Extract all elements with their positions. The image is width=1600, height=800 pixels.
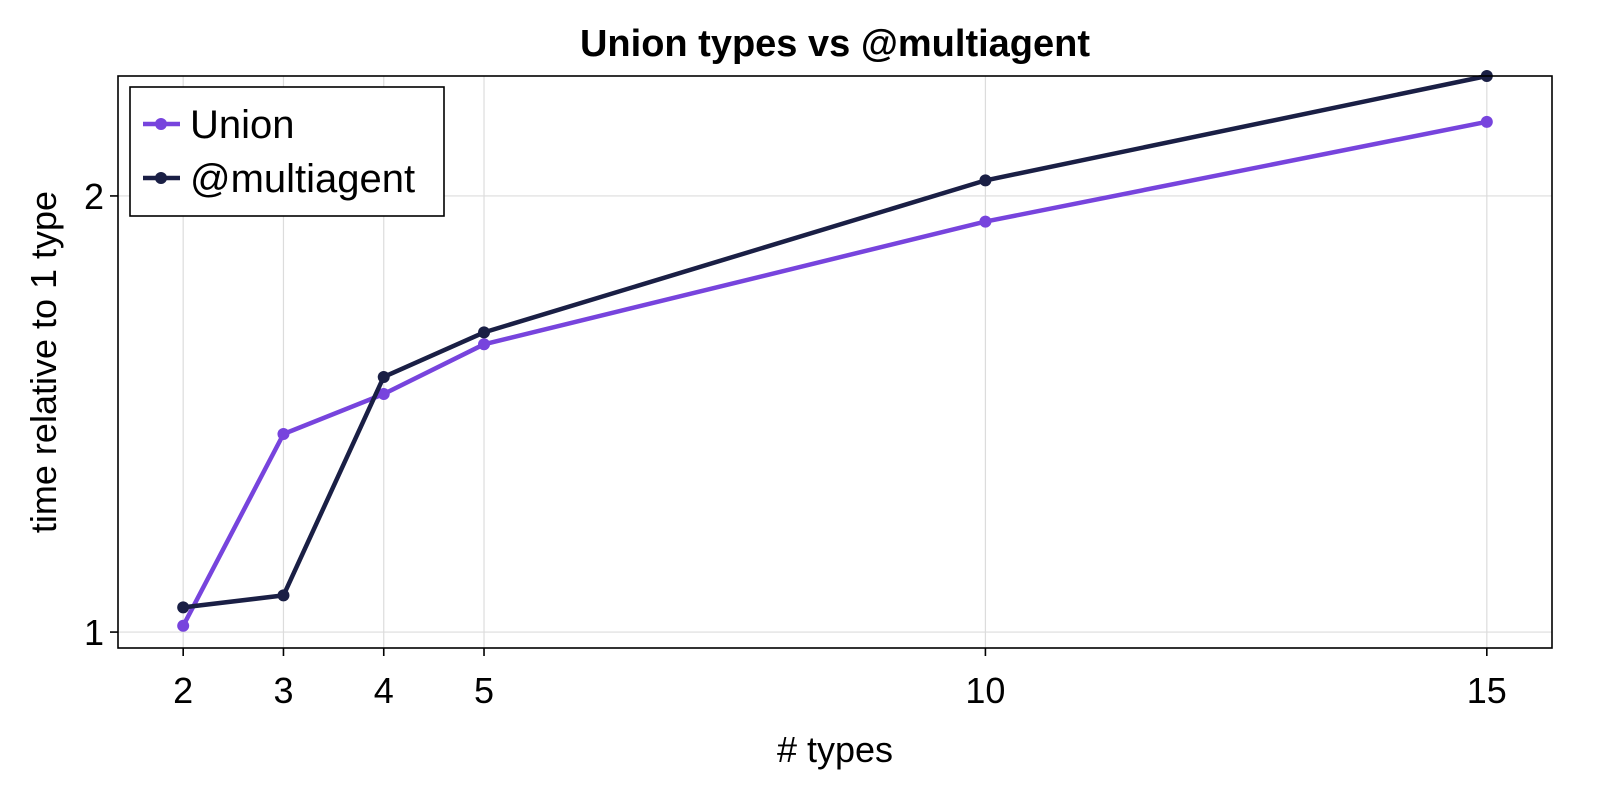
legend-box — [129, 86, 445, 217]
legend-label: @multiagent — [190, 157, 415, 201]
x-axis-label: # types — [777, 729, 893, 770]
data-point — [177, 601, 190, 614]
data-point — [478, 326, 491, 339]
legend-label: Union — [190, 103, 295, 147]
data-point — [377, 370, 390, 383]
data-point — [979, 174, 992, 187]
legend-item: Union — [143, 103, 295, 147]
data-point — [1480, 115, 1493, 128]
x-tick-label: 4 — [374, 670, 394, 711]
data-point — [277, 589, 290, 602]
axis-ticks: 2 3 4 5 10 15 1 2 — [84, 176, 1507, 711]
data-point — [979, 215, 992, 228]
data-point — [377, 387, 390, 400]
legend-swatch-marker — [155, 118, 167, 130]
data-point — [478, 338, 491, 351]
data-point — [177, 619, 190, 632]
x-tick-label: 3 — [273, 670, 293, 711]
x-tick-label: 10 — [965, 670, 1005, 711]
series-line — [180, 119, 1490, 629]
legend: Union @multiagent — [129, 86, 445, 217]
x-tick-label: 2 — [173, 670, 193, 711]
series-line — [180, 73, 1490, 610]
legend-item: @multiagent — [143, 157, 415, 201]
plot-frame — [117, 75, 1553, 649]
y-axis-label: time relative to 1 type — [23, 191, 64, 533]
series-group — [177, 70, 1493, 632]
x-tick-label: 15 — [1467, 670, 1507, 711]
y-tick-label: 2 — [84, 176, 104, 217]
y-tick-label: 1 — [84, 612, 104, 653]
x-tick-label: 5 — [474, 670, 494, 711]
series-multiagent — [177, 70, 1493, 614]
data-point — [277, 427, 290, 440]
chart-title: Union types vs @multiagent — [580, 23, 1090, 65]
legend-swatch-marker — [155, 172, 167, 184]
series-union — [177, 115, 1493, 632]
